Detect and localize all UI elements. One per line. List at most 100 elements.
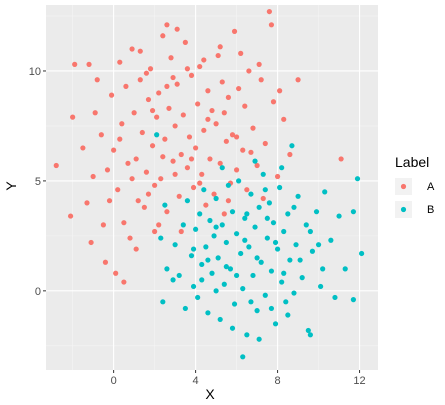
point-a (188, 156, 195, 162)
point-a (129, 176, 135, 182)
point-a (178, 228, 184, 235)
point-a (274, 173, 281, 180)
point-a (72, 61, 78, 67)
point-a (123, 83, 129, 89)
point-b (213, 288, 219, 294)
point-a (236, 85, 242, 92)
point-a (102, 259, 109, 265)
point-a (199, 171, 205, 177)
point-a (88, 239, 94, 246)
point-b (154, 132, 160, 138)
point-a (80, 145, 86, 151)
point-a (149, 143, 156, 149)
point-b (287, 257, 293, 263)
point-a (137, 48, 143, 54)
point-b (289, 143, 295, 149)
point-b (176, 272, 182, 279)
point-b (336, 213, 342, 219)
point-b (254, 308, 260, 314)
point-b (199, 261, 205, 268)
point-b (233, 231, 240, 237)
point-a (268, 22, 275, 28)
point-b (256, 336, 262, 342)
x-tick-label: 12 (353, 375, 365, 387)
point-a (170, 158, 176, 164)
point-a (160, 33, 166, 39)
point-a (201, 127, 207, 133)
point-a (209, 107, 215, 114)
point-a (223, 138, 229, 144)
point-b (285, 211, 291, 217)
point-a (133, 156, 139, 162)
point-a (182, 39, 188, 45)
point-b (277, 184, 283, 191)
point-a (205, 116, 211, 122)
point-a (94, 77, 100, 83)
point-a (164, 22, 170, 28)
point-b (244, 211, 250, 217)
point-b (162, 202, 168, 208)
point-a (164, 209, 170, 215)
point-a (121, 220, 127, 226)
point-b (246, 244, 252, 250)
point-a (70, 114, 76, 120)
point-a (180, 112, 186, 118)
point-a (281, 116, 287, 122)
point-a (121, 279, 127, 285)
point-b (332, 294, 338, 301)
point-a (174, 81, 180, 87)
point-b (307, 332, 313, 338)
legend-dot-b (400, 206, 407, 213)
point-b (219, 222, 225, 228)
plot-panel (46, 5, 378, 370)
x-tick-label: 8 (275, 375, 281, 387)
point-a (113, 270, 119, 276)
point-b (268, 268, 275, 274)
point-b (342, 266, 348, 272)
point-b (268, 305, 275, 312)
point-a (244, 187, 250, 193)
point-a (242, 103, 248, 109)
point-a (90, 173, 96, 180)
point-a (195, 101, 201, 107)
point-b (229, 209, 236, 215)
point-a (84, 200, 90, 206)
point-a (246, 68, 252, 74)
grid-major (46, 5, 378, 370)
y-axis-title: Y (3, 181, 19, 191)
point-b (354, 176, 361, 182)
point-a (166, 105, 172, 111)
point-a (231, 28, 238, 34)
point-a (197, 63, 203, 70)
point-b (274, 246, 281, 252)
point-a (184, 165, 191, 171)
point-b (248, 191, 254, 197)
point-b (193, 226, 199, 232)
point-a (266, 8, 272, 15)
x-tick-label: 4 (193, 375, 199, 387)
point-a (125, 160, 131, 166)
point-b (293, 242, 299, 248)
point-a (100, 222, 106, 228)
point-a (119, 121, 125, 127)
point-a (225, 198, 231, 204)
point-a (170, 74, 176, 81)
point-a (207, 156, 213, 162)
point-a (277, 88, 283, 94)
point-a (287, 151, 293, 158)
point-a (176, 193, 182, 199)
point-a (129, 46, 135, 52)
y-tick-label: 10 (29, 66, 41, 78)
point-b (240, 354, 246, 360)
point-a (211, 191, 217, 197)
point-a (149, 107, 156, 114)
point-b (315, 242, 322, 248)
x-axis-title: X (205, 386, 215, 402)
point-a (162, 136, 168, 142)
point-b (248, 299, 254, 305)
x-tick-label: 0 (111, 375, 117, 387)
point-b (291, 204, 297, 210)
point-b (236, 178, 242, 184)
point-b (254, 255, 260, 261)
